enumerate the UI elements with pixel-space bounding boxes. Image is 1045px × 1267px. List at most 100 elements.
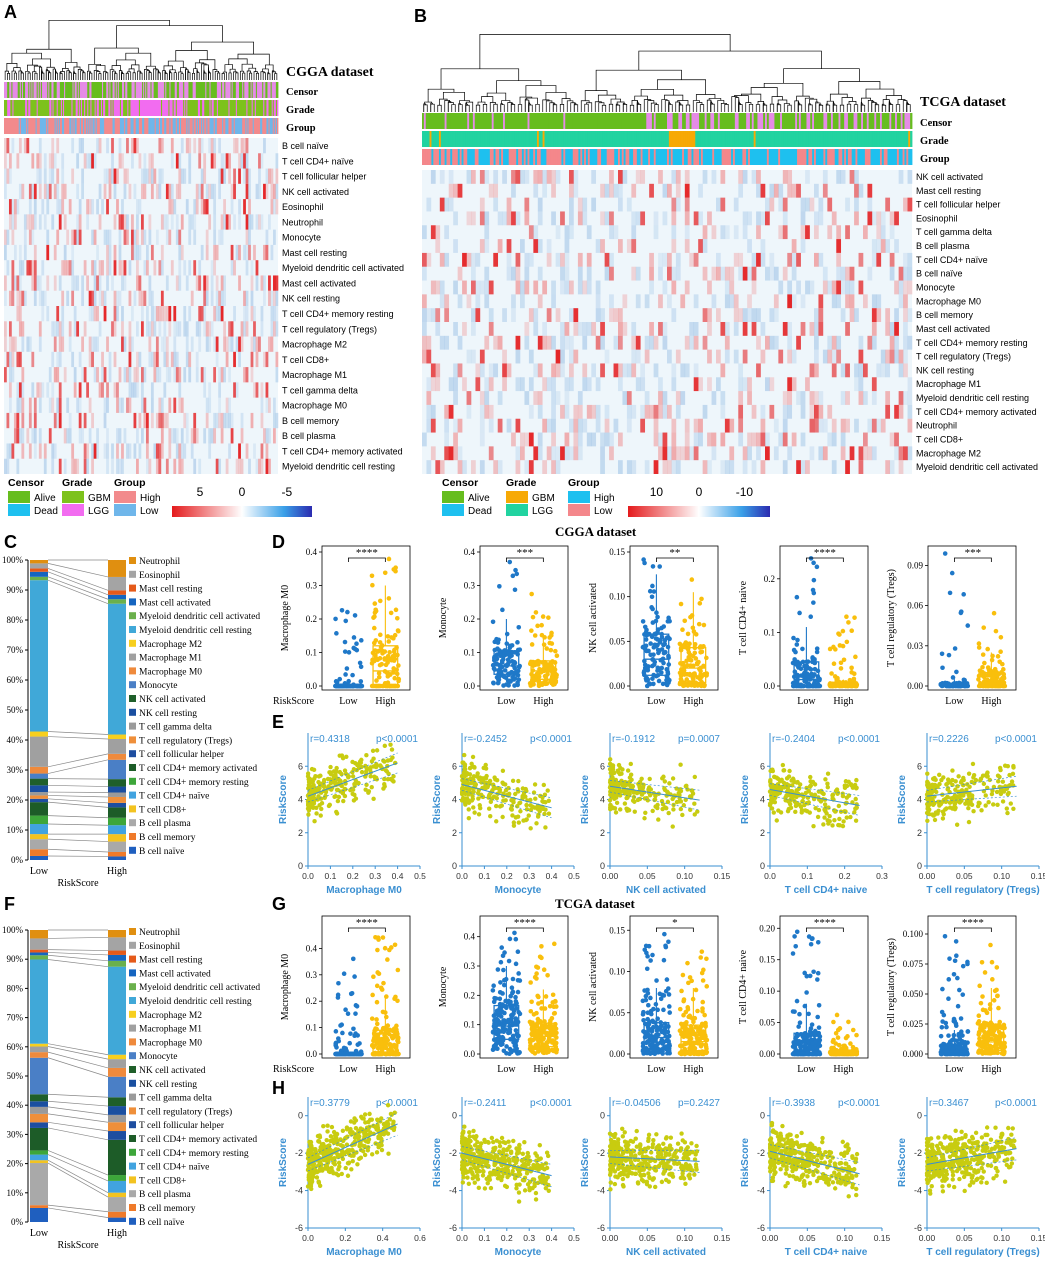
heatmap-cell	[791, 183, 797, 198]
annotation-cell	[174, 82, 177, 98]
annotation-cell	[100, 82, 103, 98]
heatmap-cell	[228, 367, 231, 383]
significance-stars: ***	[517, 547, 534, 559]
data-point	[392, 675, 398, 681]
heatmap-cell	[96, 443, 99, 459]
heatmap-cell	[765, 197, 770, 212]
annotation-cell	[766, 113, 770, 129]
annotation-cell	[254, 82, 257, 98]
annotation-cell	[272, 100, 275, 116]
heatmap-cell	[175, 428, 179, 444]
heatmap-cell	[738, 391, 744, 405]
annotation-cell	[266, 82, 268, 98]
heatmap-cell	[818, 197, 824, 212]
annotation-cell	[770, 131, 773, 147]
annotation-cell	[738, 131, 741, 147]
stacked-segment	[108, 834, 126, 842]
annotation-cell	[885, 113, 888, 129]
annotation-cell	[264, 82, 266, 98]
heatmap-cell	[43, 214, 47, 230]
heatmap-cell	[243, 244, 246, 261]
heatmap-cell	[76, 153, 80, 169]
annotation-cell	[533, 131, 536, 147]
heatmap-cell	[118, 290, 122, 306]
heatmap-cell	[524, 391, 530, 405]
dendrogram-branch	[885, 95, 902, 100]
heatmap-cell	[230, 244, 234, 261]
stacked-segment	[108, 1217, 126, 1222]
annotation-cell	[190, 82, 192, 98]
annotation-cell	[100, 100, 103, 116]
annotation-cell	[791, 131, 794, 147]
annotation-cell	[493, 149, 496, 165]
annotation-cell	[274, 100, 277, 116]
heatmap-cell	[809, 418, 815, 433]
heatmap-cell	[787, 335, 793, 350]
annotation-cell	[638, 149, 642, 165]
data-point	[350, 672, 355, 678]
heatmap-cell	[742, 225, 748, 240]
heatmap-cell	[210, 260, 214, 276]
annotation-cell	[472, 131, 476, 147]
stacked-segment	[30, 778, 48, 786]
annotation-cell	[244, 82, 246, 98]
heatmap-cell	[880, 225, 886, 240]
heatmap-cell	[430, 280, 436, 295]
heatmap-cell	[96, 138, 99, 154]
annotation-cell	[20, 100, 23, 116]
annotation-cell	[508, 113, 511, 129]
legend-label: T cell CD4+ memory activated	[139, 1135, 257, 1145]
annotation-cell	[827, 131, 830, 147]
heatmap-cell	[268, 275, 271, 291]
heatmap-cell	[809, 446, 815, 461]
heatmap-cell	[223, 412, 226, 429]
annotation-cell	[204, 118, 206, 134]
heatmap-cell	[720, 197, 726, 212]
heatmap-cell	[131, 244, 134, 261]
heatmap-cell	[61, 336, 65, 352]
heatmap-cell	[38, 397, 42, 413]
heatmap-cell	[188, 367, 192, 383]
heatmap-cell	[268, 397, 271, 413]
heatmap-cell	[845, 322, 850, 336]
y-tick-label: 0.15	[609, 547, 625, 557]
heatmap-cell	[751, 432, 757, 447]
annotation-cell	[118, 118, 121, 134]
annotation-cell	[12, 118, 14, 134]
heatmap-cell	[11, 336, 15, 352]
annotation-cell	[45, 118, 47, 134]
annotation-cell	[891, 113, 894, 129]
annotation-cell	[55, 100, 58, 116]
heatmap-cell	[8, 214, 12, 230]
annotation-cell	[152, 82, 155, 98]
heatmap-cell	[275, 275, 279, 291]
heatmap-row-label: T cell gamma delta	[916, 227, 992, 237]
heatmap-cell	[220, 153, 224, 169]
heatmap-cell	[609, 432, 614, 447]
heatmap-cell	[631, 322, 637, 336]
heatmap-cell	[671, 308, 677, 322]
annotation-cell	[723, 113, 726, 129]
annotation-cell	[780, 131, 783, 147]
stacked-segment	[30, 952, 48, 956]
heatmap-cell	[238, 199, 241, 215]
heatmap-cell	[145, 458, 149, 474]
annotation-cell	[638, 113, 642, 129]
heatmap-cell	[275, 351, 279, 368]
annotation-cell	[11, 82, 13, 98]
heatmap-cell	[93, 260, 97, 276]
annotation-cell	[776, 131, 779, 147]
annotation-cell	[68, 118, 70, 134]
annotation-cell	[553, 131, 557, 147]
data-point	[544, 646, 550, 651]
annotation-cell	[780, 149, 783, 165]
heatmap-cell	[200, 244, 204, 261]
heatmap-cell	[907, 170, 913, 184]
dendrogram-branch	[440, 68, 520, 90]
heatmap-cell	[805, 170, 810, 184]
annotation-cell	[225, 100, 227, 116]
heatmap-cell	[515, 170, 521, 184]
heatmap-cell	[626, 418, 632, 433]
heatmap-cell	[765, 211, 770, 226]
heatmap-cell	[225, 351, 229, 368]
